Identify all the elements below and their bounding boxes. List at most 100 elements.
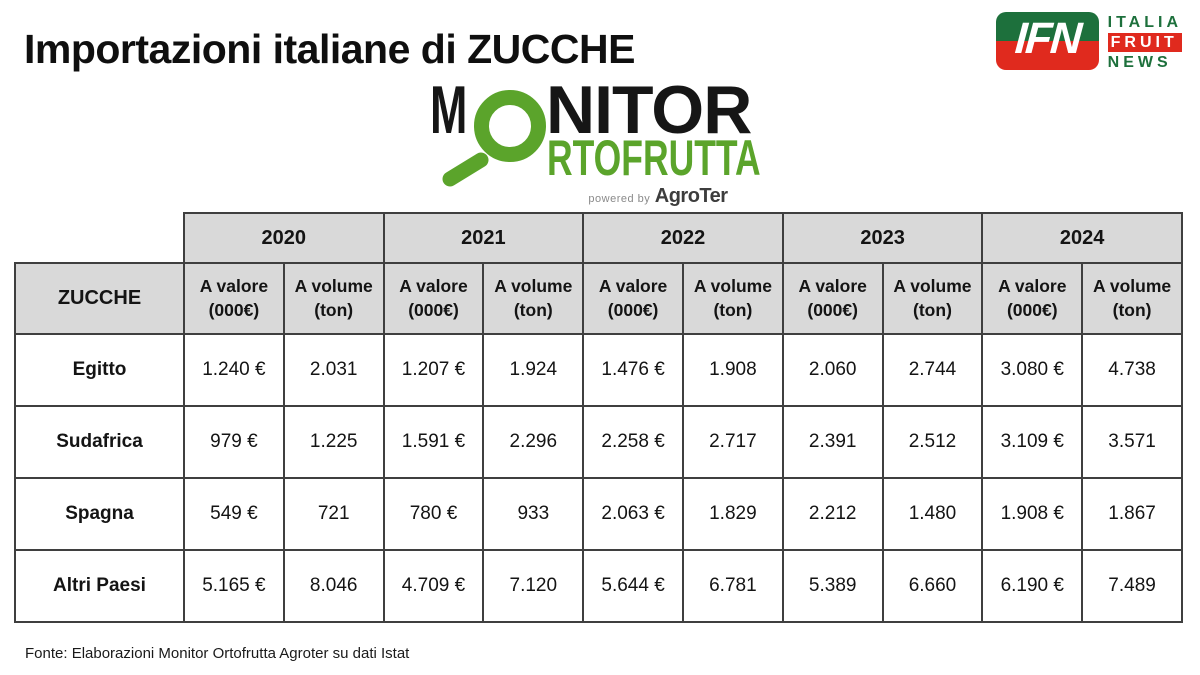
value-cell: 3.571 <box>1081 405 1183 479</box>
value-cell: 7.120 <box>482 549 585 623</box>
value-cell: 780 € <box>382 477 485 551</box>
monitor-letter-m: M <box>430 72 468 148</box>
table-row: Altri Paesi 5.165 €8.046 4.709 €7.120 5.644… <box>14 549 1183 623</box>
subheader-unit: (ton) <box>314 299 354 320</box>
subheader-cell: A volume (ton) <box>282 262 385 335</box>
magnifier-icon <box>442 90 546 187</box>
subheader-cell: A valore (000€) <box>981 262 1084 335</box>
subheader-measure: A volume <box>294 275 373 296</box>
ifn-news-label: NEWS <box>1107 54 1172 71</box>
value-cell: 1.476 € <box>582 333 684 407</box>
table-row: Egitto 1.240 €2.031 1.207 €1.924 1.476 €1.9… <box>14 333 1183 407</box>
value-cell: 6.190 € <box>981 549 1084 623</box>
year-header: 2024 <box>981 212 1183 264</box>
value-cell: 2.744 <box>881 333 984 407</box>
value-cell: 3.109 € <box>981 405 1084 479</box>
value-cell: 2.391 <box>781 405 884 479</box>
value-cell: 549 € <box>183 477 285 551</box>
row-label: Altri Paesi <box>14 549 185 623</box>
table-subheader-row: ZUCCHE A valore (000€) A volume (ton) A valor… <box>14 262 1183 335</box>
imports-table-wrap: 2020 2021 2022 2023 2024 ZUCCHE A valore (000€)… <box>14 212 1183 623</box>
value-cell: 2.512 <box>881 405 984 479</box>
ifn-italia-label: ITALIA <box>1107 14 1182 31</box>
subheader-cell: A volume (ton) <box>881 262 984 335</box>
value-cell: 979 € <box>183 405 285 479</box>
monitor-nitor: NITOR <box>546 72 752 148</box>
row-label: Sudafrica <box>14 405 185 479</box>
imports-table-body: 2020 2021 2022 2023 2024 ZUCCHE A valore (000€)… <box>14 212 1183 623</box>
value-cell: 5.644 € <box>582 549 684 623</box>
subheader-cell: A valore (000€) <box>183 262 285 335</box>
ifn-logo: IFN ITALIA FRUIT NEWS <box>995 12 1182 72</box>
value-cell: 2.717 <box>681 405 784 479</box>
year-header: 2021 <box>382 212 585 264</box>
value-cell: 2.063 € <box>582 477 684 551</box>
year-header: 2023 <box>781 212 984 264</box>
subheader-measure: A valore <box>998 275 1067 296</box>
table-row: Spagna 549 €721 780 €933 2.063 €1.829 2.212 1… <box>14 477 1183 551</box>
subheader-unit: (000€) <box>208 299 260 320</box>
subheader-unit: (ton) <box>713 299 753 320</box>
value-cell: 721 <box>282 477 385 551</box>
table-row: Sudafrica 979 €1.225 1.591 €2.296 2.258 €2.… <box>14 405 1183 479</box>
value-cell: 1.240 € <box>183 333 285 407</box>
value-cell: 1.591 € <box>382 405 485 479</box>
page-title: Importazioni italiane di ZUCCHE <box>24 26 635 72</box>
monitor-ortofrutta-logo: M NITOR RTOFRUTTA powered by AgroTer <box>430 76 780 211</box>
table-year-row: 2020 2021 2022 2023 2024 <box>15 212 1183 264</box>
ifn-badge: IFN <box>995 12 1099 70</box>
subheader-measure: A volume <box>693 275 772 296</box>
value-cell: 5.165 € <box>183 549 285 623</box>
subheader-measure: A volume <box>494 275 573 296</box>
subheader-measure: A valore <box>399 275 468 296</box>
value-cell: 1.908 € <box>981 477 1084 551</box>
year-header: 2022 <box>582 212 784 264</box>
subheader-unit: (000€) <box>408 299 459 320</box>
value-cell: 8.046 <box>282 549 385 623</box>
subheader-measure: A volume <box>893 275 972 296</box>
value-cell: 6.781 <box>681 549 784 623</box>
ifn-fruit-label: FRUIT <box>1107 33 1182 52</box>
value-cell: 2.060 <box>781 333 884 407</box>
subheader-unit: (ton) <box>513 299 553 320</box>
ortofrutta-word: RTOFRUTTA <box>547 130 761 186</box>
subheader-cell: A volume (ton) <box>681 262 784 335</box>
value-cell: 1.908 <box>681 333 784 407</box>
subheader-unit: (000€) <box>607 299 659 320</box>
subheader-cell: A valore (000€) <box>382 262 485 335</box>
subheader-measure: A volume <box>1093 275 1172 296</box>
value-cell: 2.212 <box>781 477 884 551</box>
row-label: Spagna <box>14 477 185 551</box>
value-cell: 1.829 <box>681 477 784 551</box>
subheader-unit: (ton) <box>913 299 952 320</box>
table-corner-label: ZUCCHE <box>14 262 185 335</box>
subheader-unit: (000€) <box>1006 299 1058 320</box>
subheader-cell: A valore (000€) <box>582 262 684 335</box>
value-cell: 4.709 € <box>382 549 485 623</box>
imports-table: 2020 2021 2022 2023 2024 ZUCCHE A valore (000€)… <box>14 212 1183 623</box>
value-cell: 3.080 € <box>981 333 1084 407</box>
source-note: Fonte: Elaborazioni Monitor Ortofrutta A… <box>25 645 410 662</box>
subheader-measure: A valore <box>199 275 269 296</box>
value-cell: 7.489 <box>1081 549 1183 623</box>
year-header: 2020 <box>183 212 385 264</box>
value-cell: 2.258 € <box>582 405 684 479</box>
value-cell: 1.924 <box>482 333 585 407</box>
ifn-wordmark: ITALIA FRUIT NEWS <box>1107 13 1182 72</box>
subheader-cell: A volume (ton) <box>482 262 585 335</box>
value-cell: 5.389 <box>781 549 884 623</box>
agroter-brand: AgroTer <box>654 185 728 207</box>
subheader-cell: A volume (ton) <box>1081 262 1183 335</box>
value-cell: 4.738 <box>1081 333 1183 407</box>
value-cell: 2.031 <box>282 333 385 407</box>
value-cell: 6.660 <box>881 549 984 623</box>
subheader-measure: A valore <box>798 275 867 296</box>
row-label: Egitto <box>14 333 185 407</box>
value-cell: 1.207 € <box>382 333 485 407</box>
value-cell: 933 <box>482 477 585 551</box>
value-cell: 1.480 <box>881 477 984 551</box>
powered-by-line: powered by AgroTer <box>547 185 769 208</box>
subheader-measure: A valore <box>598 275 668 296</box>
subheader-unit: (000€) <box>807 299 858 320</box>
